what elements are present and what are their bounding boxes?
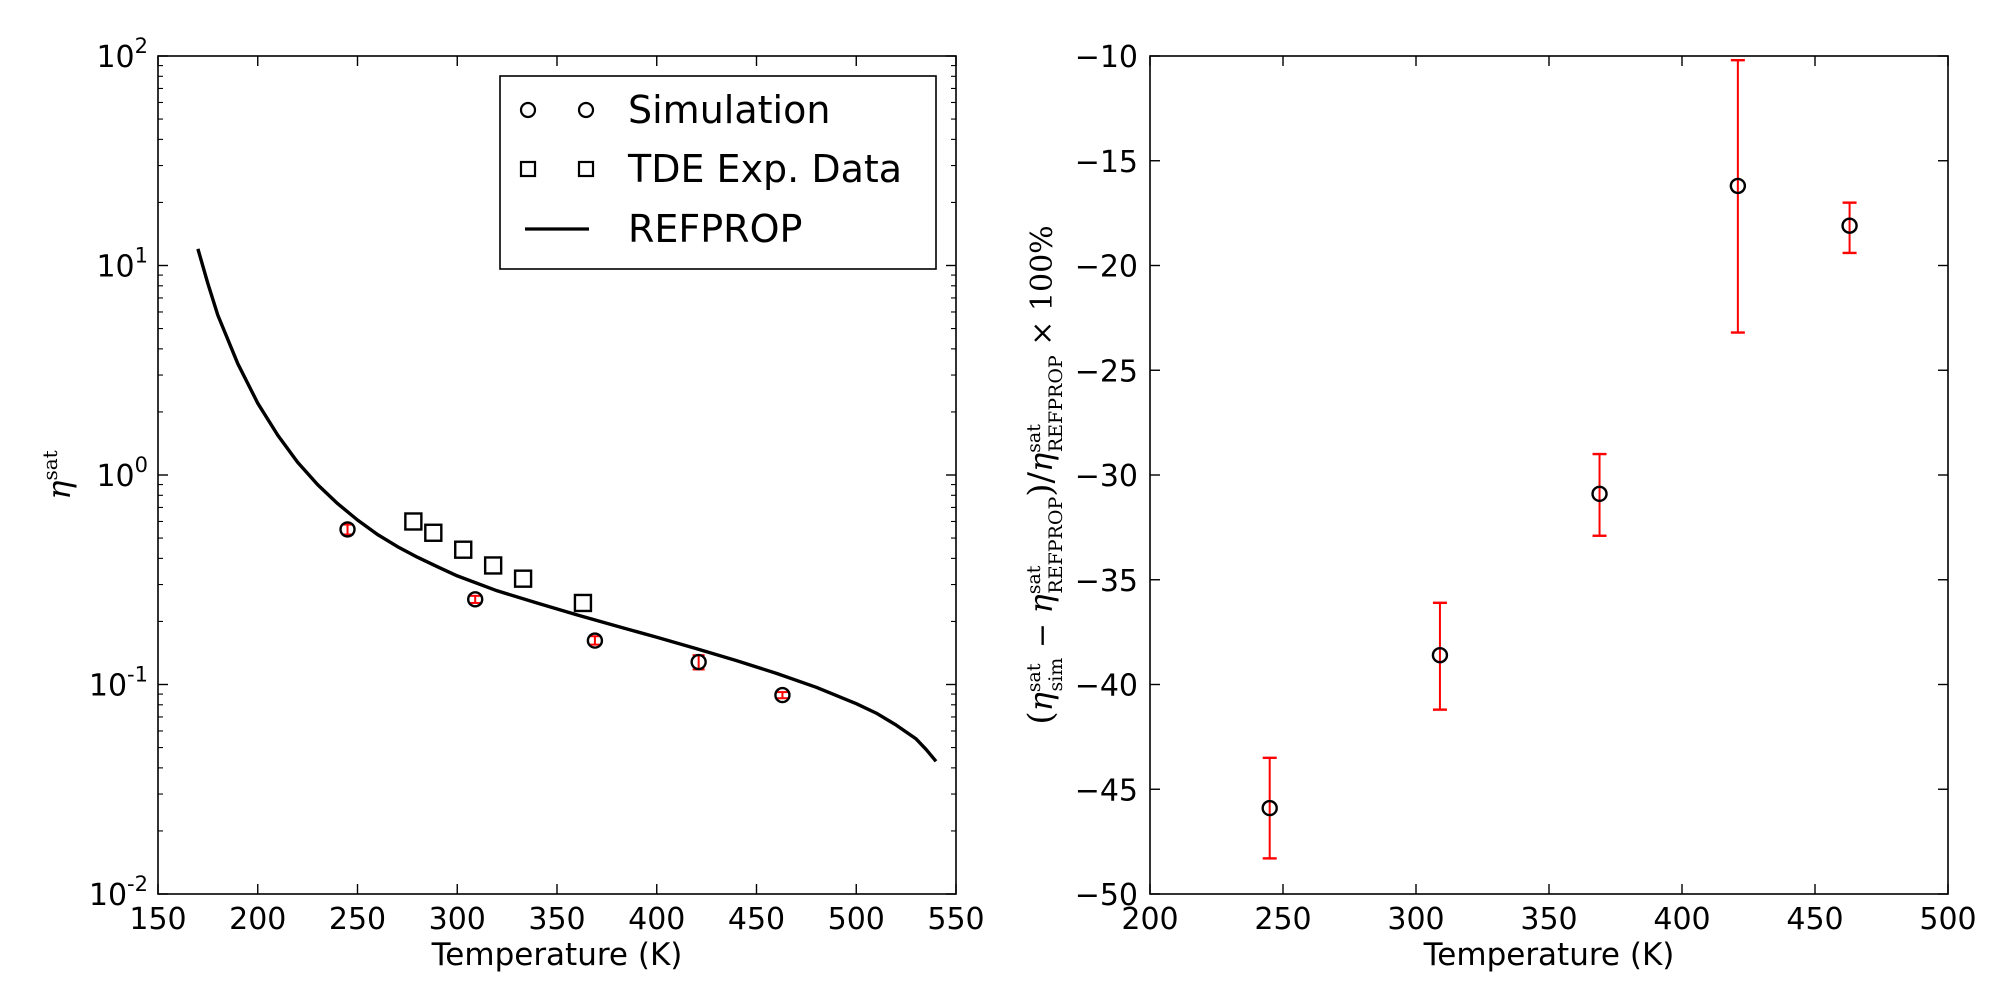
tde-data-point: [573, 593, 593, 613]
left-axis-ticks: [157, 55, 957, 895]
left-x-axis-label: Temperature (K): [431, 937, 683, 973]
right-x-axis-label: Temperature (K): [1423, 937, 1675, 973]
legend-box: [499, 75, 937, 270]
legend: Simulation TDE Exp. Data REFPROP: [499, 75, 937, 270]
y-tick-label: −25: [1075, 354, 1138, 389]
legend-label-refprop: REFPROP: [628, 207, 802, 251]
x-tick-label: 300: [429, 902, 486, 937]
y-tick-label: 102: [96, 34, 148, 75]
x-tick-label: 250: [1254, 902, 1311, 937]
y-tick-label: −10: [1075, 40, 1138, 75]
deviation-data-point: [1261, 799, 1278, 817]
x-tick-label: 200: [1121, 902, 1178, 937]
x-tick-label: 400: [1653, 902, 1710, 937]
legend-square-marker: [519, 160, 537, 178]
y-tick-label: −15: [1075, 145, 1138, 180]
tde-data-point: [454, 540, 473, 559]
legend-circle-marker: [519, 101, 537, 119]
right-x-tick-labels: 200 250 300 350 400 450 500: [1121, 902, 1976, 937]
right-plot-area: [1261, 58, 1858, 860]
x-tick-label: 300: [1387, 902, 1444, 937]
y-tick-label: −20: [1075, 250, 1138, 285]
deviation-data-point: [1729, 177, 1747, 195]
x-tick-label: 250: [329, 902, 386, 937]
tde-data-point: [424, 523, 443, 542]
left-chart-panel: 150 200 250 300 350 400 450 500 550 10-210-11001…: [38, 34, 985, 973]
x-tick-label: 150: [129, 902, 186, 937]
simulation-data-point: [690, 653, 707, 671]
tde-data-point: [404, 512, 423, 531]
legend-item-refprop: REFPROP: [525, 207, 802, 251]
x-tick-label: 550: [927, 902, 984, 937]
left-y-axis-label: ηsat: [38, 450, 78, 499]
left-plot-frame: [157, 55, 957, 895]
y-tick-label: −40: [1075, 669, 1138, 704]
simulation-data-point: [339, 521, 356, 538]
simulation-data-point: [586, 632, 604, 649]
y-tick-label: −50: [1075, 878, 1138, 913]
x-tick-label: 200: [229, 902, 286, 937]
y-tick-label: 101: [96, 244, 148, 285]
x-tick-label: 400: [628, 902, 685, 937]
left-x-tick-labels: 150 200 250 300 350 400 450 500 550: [129, 902, 984, 937]
x-tick-label: 450: [1786, 902, 1843, 937]
left-y-tick-labels: 10-2 10-1 100 101 102: [89, 34, 148, 913]
x-tick-label: 350: [1520, 902, 1577, 937]
x-tick-label: 350: [528, 902, 585, 937]
y-tick-label: −35: [1075, 564, 1138, 599]
legend-item-tde: TDE Exp. Data: [519, 147, 902, 191]
y-tick-label: −30: [1075, 459, 1138, 494]
y-tick-label: −45: [1075, 773, 1138, 808]
deviation-data-point: [1841, 217, 1858, 234]
x-tick-label: 450: [728, 902, 785, 937]
right-chart-panel: 200 250 300 350 400 450 500 −50 −45 −40 −35 −30 −25…: [1021, 40, 1977, 973]
y-tick-label: 10-2: [89, 872, 148, 913]
legend-circle-marker: [577, 101, 595, 119]
left-plot-area: [196, 248, 938, 763]
legend-item-simulation: Simulation: [519, 88, 830, 132]
x-tick-label: 500: [1919, 902, 1976, 937]
right-y-axis-label: (ηsatsim − ηsatREFPROP)/ηsatREFPROP × 10…: [1021, 225, 1067, 724]
simulation-data-point: [774, 686, 791, 704]
right-y-tick-labels: −50 −45 −40 −35 −30 −25 −20 −15 −10: [1075, 40, 1138, 913]
deviation-data-point: [1591, 485, 1608, 503]
deviation-data-point: [1431, 646, 1449, 664]
legend-square-marker: [577, 160, 595, 178]
refprop-line: [196, 248, 938, 763]
x-tick-label: 500: [828, 902, 885, 937]
y-tick-label: 10-1: [89, 663, 148, 704]
tde-data-point: [483, 556, 503, 575]
legend-label-simulation: Simulation: [628, 88, 830, 132]
tde-data-point: [513, 569, 533, 588]
legend-label-tde: TDE Exp. Data: [627, 147, 902, 191]
simulation-data-point: [467, 591, 484, 608]
right-plot-frame: [1149, 55, 1949, 895]
y-tick-label: 100: [96, 453, 148, 494]
